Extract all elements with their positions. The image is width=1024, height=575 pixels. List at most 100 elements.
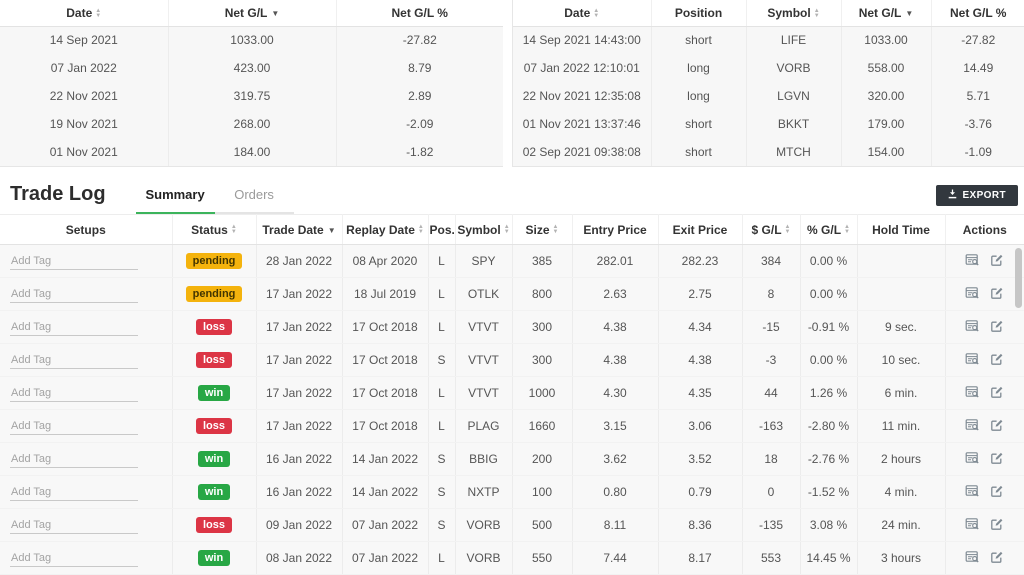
edit-icon[interactable]	[990, 418, 1004, 435]
sort-icon: ▲ ▼	[813, 7, 820, 19]
add-tag-input[interactable]	[10, 450, 138, 468]
pct-cell: 14.45 %	[800, 541, 858, 575]
view-report-icon[interactable]	[965, 319, 980, 336]
tab-orders[interactable]: Orders	[214, 181, 294, 214]
page-title: Trade Log	[10, 183, 106, 205]
column-header-net-g-l[interactable]: Net G/L ▼	[168, 0, 337, 27]
add-tag-input[interactable]	[10, 351, 138, 369]
column-header-g-l[interactable]: % G/L ▲ ▼	[800, 214, 858, 245]
column-header-replay-date[interactable]: Replay Date ▲ ▼	[342, 214, 429, 245]
symbol-cell: VORB	[455, 508, 513, 542]
add-tag-input[interactable]	[10, 285, 138, 303]
view-report-icon[interactable]	[965, 451, 980, 468]
add-tag-input[interactable]	[10, 483, 138, 501]
pct-cell: 5.71	[931, 82, 1024, 110]
sort-icon: ▲ ▼	[230, 224, 237, 236]
add-tag-input[interactable]	[10, 549, 138, 567]
hold-cell: 3 hours	[857, 541, 946, 575]
column-header-symbol[interactable]: Symbol ▲ ▼	[746, 0, 842, 27]
status-badge[interactable]: win	[197, 484, 231, 500]
size-cell: 1000	[512, 376, 573, 410]
column-header-symbol[interactable]: Symbol ▲ ▼	[455, 214, 513, 245]
view-report-icon[interactable]	[965, 418, 980, 435]
exit-cell: 2.75	[658, 277, 743, 311]
status-cell: loss	[172, 310, 257, 344]
column-header-g-l[interactable]: $ G/L ▲ ▼	[742, 214, 801, 245]
sort-icon: ▲ ▼	[417, 224, 424, 236]
view-report-icon[interactable]	[965, 517, 980, 534]
edit-icon[interactable]	[990, 451, 1004, 468]
pct-cell: -0.91 %	[800, 310, 858, 344]
actions-cell	[945, 244, 1024, 278]
column-header-size[interactable]: Size ▲ ▼	[512, 214, 573, 245]
setups-cell	[0, 508, 173, 542]
pct-cell: 0.00 %	[800, 277, 858, 311]
edit-icon[interactable]	[990, 484, 1004, 501]
view-report-icon[interactable]	[965, 484, 980, 501]
edit-icon[interactable]	[990, 385, 1004, 402]
pos-cell: L	[428, 376, 456, 410]
column-header-position: Position	[651, 0, 747, 27]
add-tag-input[interactable]	[10, 516, 138, 534]
vertical-scrollbar-thumb[interactable]	[1015, 248, 1022, 308]
gl-cell: 18	[742, 442, 801, 476]
size-cell: 800	[512, 277, 573, 311]
trade-summary-row: 07 Jan 2022 12:10:01 long VORB 558.00 14.49	[513, 54, 1024, 82]
setups-cell	[0, 277, 173, 311]
status-badge[interactable]: win	[197, 550, 231, 566]
sort-desc-icon: ▼	[271, 9, 280, 19]
trade-summary-table: Date ▲ ▼ Position Symbol ▲ ▼ Net G/L ▼ Net G/L % …	[512, 0, 1024, 167]
view-report-icon[interactable]	[965, 550, 980, 567]
status-badge[interactable]: loss	[195, 418, 232, 434]
view-report-icon[interactable]	[965, 253, 980, 270]
pct-cell: -2.80 %	[800, 409, 858, 443]
edit-icon[interactable]	[990, 286, 1004, 303]
status-badge[interactable]: loss	[195, 319, 232, 335]
add-tag-input[interactable]	[10, 384, 138, 402]
status-badge[interactable]: pending	[185, 253, 243, 269]
edit-icon[interactable]	[990, 352, 1004, 369]
add-tag-input[interactable]	[10, 318, 138, 336]
status-badge[interactable]: win	[197, 385, 231, 401]
hold-cell: 9 sec.	[857, 310, 946, 344]
column-header-date[interactable]: Date ▲ ▼	[0, 0, 169, 27]
status-badge[interactable]: win	[197, 451, 231, 467]
column-header-date[interactable]: Date ▲ ▼	[513, 0, 652, 27]
trade_date-cell: 17 Jan 2022	[256, 409, 343, 443]
column-header-trade-date[interactable]: Trade Date ▼	[256, 214, 343, 245]
view-report-icon[interactable]	[965, 352, 980, 369]
position-cell: short	[651, 110, 747, 138]
column-header-status[interactable]: Status ▲ ▼	[172, 214, 257, 245]
trade_date-cell: 17 Jan 2022	[256, 343, 343, 377]
gl-cell: 1033.00	[168, 26, 337, 54]
add-tag-input[interactable]	[10, 417, 138, 435]
daily-summary-row: 22 Nov 2021 319.75 2.89	[0, 82, 503, 110]
actions-cell	[945, 409, 1024, 443]
setups-cell	[0, 376, 173, 410]
actions-cell	[945, 277, 1024, 311]
tab-summary[interactable]: Summary	[135, 181, 215, 214]
add-tag-input[interactable]	[10, 252, 138, 270]
actions-cell	[945, 475, 1024, 509]
column-header-pos[interactable]: Pos.▲▼	[428, 214, 456, 245]
entry-cell: 3.62	[572, 442, 659, 476]
gl-cell: 384	[742, 244, 801, 278]
edit-icon[interactable]	[990, 550, 1004, 567]
pct-cell: -1.52 %	[800, 475, 858, 509]
edit-icon[interactable]	[990, 517, 1004, 534]
export-button[interactable]: EXPORT	[936, 185, 1018, 206]
status-badge[interactable]: loss	[195, 517, 232, 533]
gl-cell: -15	[742, 310, 801, 344]
status-badge[interactable]: pending	[185, 286, 243, 302]
column-header-net-g-l[interactable]: Net G/L ▼	[841, 0, 932, 27]
edit-icon[interactable]	[990, 319, 1004, 336]
view-report-icon[interactable]	[965, 385, 980, 402]
view-report-icon[interactable]	[965, 286, 980, 303]
status-badge[interactable]: loss	[195, 352, 232, 368]
status-cell: win	[172, 541, 257, 575]
column-header-hold-time: Hold Time	[857, 214, 946, 245]
edit-icon[interactable]	[990, 253, 1004, 270]
symbol-cell: BBIG	[455, 442, 513, 476]
